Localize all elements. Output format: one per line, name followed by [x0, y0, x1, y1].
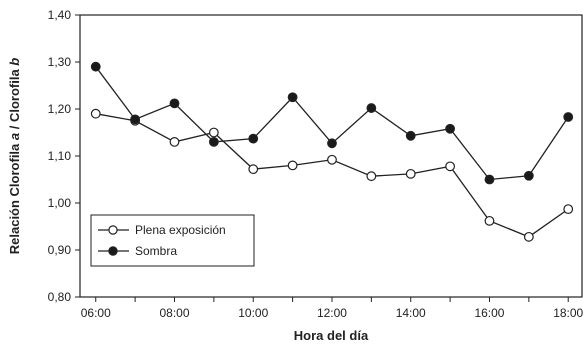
- x-tick-label: 16:00: [474, 306, 504, 320]
- legend-marker: [108, 246, 118, 256]
- data-point: [248, 133, 259, 144]
- data-point: [366, 171, 377, 182]
- data-point: [405, 130, 416, 141]
- data-point: [208, 136, 219, 147]
- data-point: [287, 92, 298, 103]
- y-tick-label: 1,10: [48, 149, 72, 163]
- data-point: [327, 154, 337, 165]
- y-tick-label: 1,40: [48, 8, 72, 22]
- y-axis-title-part: / Clorofila: [7, 66, 22, 133]
- y-axis-title-part: a: [7, 133, 22, 140]
- y-tick-label: 1,30: [48, 55, 72, 69]
- y-tick-label: 0,80: [48, 290, 72, 304]
- y-axis-title-part: b: [7, 58, 22, 66]
- data-point: [90, 61, 101, 72]
- data-point: [484, 215, 495, 226]
- legend-marker: [108, 225, 118, 235]
- data-point: [208, 127, 219, 138]
- y-tick-label: 1,00: [48, 196, 72, 210]
- series-plena-exposicion: [90, 108, 574, 242]
- data-point: [563, 204, 574, 215]
- series-sombra: [90, 61, 574, 185]
- x-tick-label: 12:00: [317, 306, 347, 320]
- x-tick-label: 06:00: [81, 306, 111, 320]
- x-tick-label: 14:00: [396, 306, 426, 320]
- data-point: [484, 174, 495, 185]
- x-axis-title: Hora del día: [294, 328, 369, 343]
- legend: Plena exposición Sombra: [90, 214, 255, 267]
- data-point: [366, 103, 377, 113]
- data-point: [405, 168, 416, 179]
- y-tick-label: 1,20: [48, 102, 72, 116]
- legend-entry: Sombra: [98, 244, 177, 258]
- data-point: [248, 164, 259, 175]
- x-tick-label: 10:00: [238, 306, 268, 320]
- y-tick-label: 0,90: [48, 243, 72, 257]
- data-point: [523, 170, 534, 181]
- data-point: [523, 231, 534, 242]
- data-point: [130, 114, 141, 125]
- data-point: [90, 108, 101, 119]
- data-point: [327, 138, 337, 149]
- x-tick-label: 08:00: [159, 306, 189, 320]
- data-point: [169, 98, 180, 109]
- y-axis-title: Relación Clorofila a / Clorofila b: [7, 58, 22, 255]
- x-axis: 06:00 08:00 10:00 12:00 14:00 16:00 18:00: [81, 297, 584, 320]
- legend-label: Plena exposición: [135, 223, 226, 237]
- y-axis: 0,80 0,90 1,00 1,10 1,20 1,30 1,40: [48, 8, 80, 304]
- data-point: [169, 136, 180, 147]
- data-point: [445, 161, 456, 172]
- legend-label: Sombra: [135, 244, 177, 258]
- data-point: [563, 112, 574, 122]
- y-axis-title-part: Relación Clorofila: [7, 140, 22, 254]
- data-point: [287, 160, 298, 171]
- data-point: [445, 123, 456, 134]
- legend-entry: Plena exposición: [98, 223, 226, 237]
- series-layer: [90, 61, 574, 242]
- x-tick-label: 18:00: [553, 306, 583, 320]
- legend-box: [90, 214, 255, 267]
